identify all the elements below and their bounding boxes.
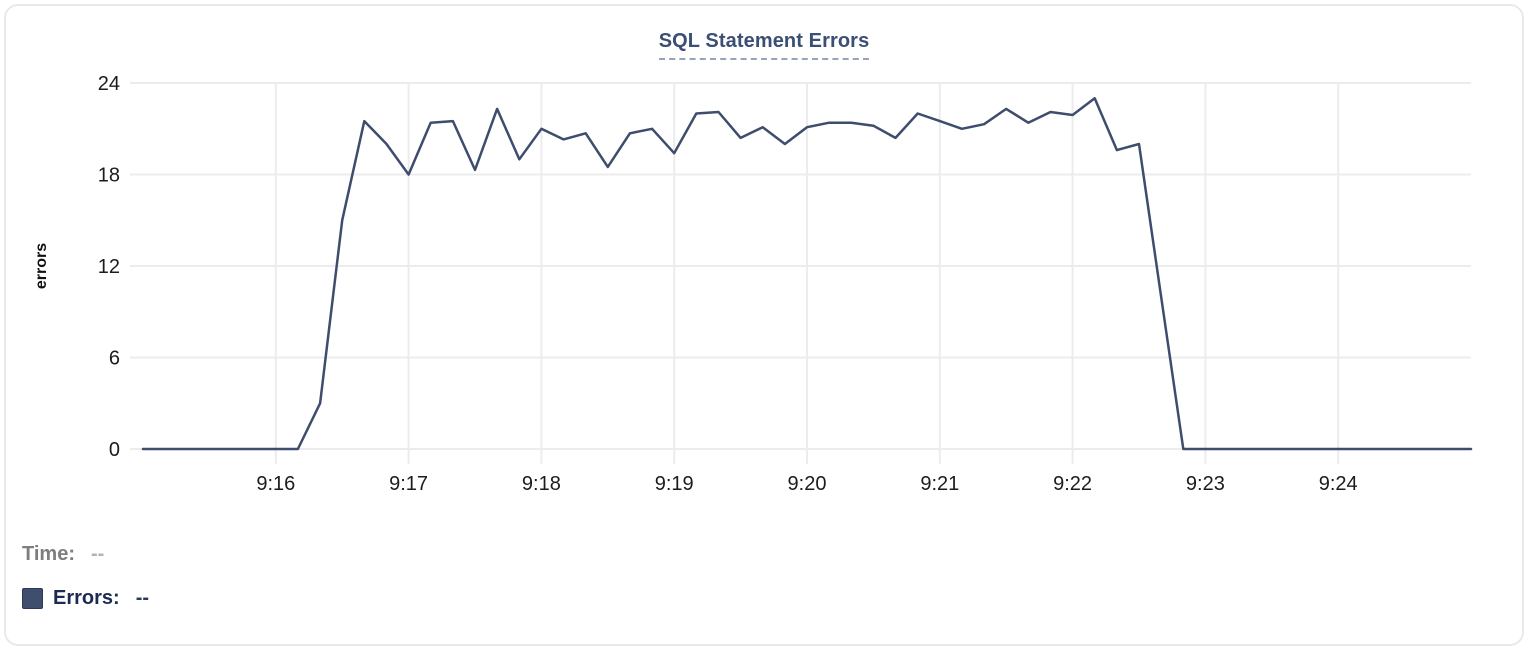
svg-text:9:23: 9:23 [1186, 473, 1225, 495]
sql-statement-errors-chart[interactable]: 0 6 12 18 24 9:16 9:17 9:18 9:19 9:20 9:21 9:22 9:23… [0, 0, 1528, 512]
legend-errors-row[interactable]: Errors: -- [22, 587, 149, 610]
legend-errors-value: -- [135, 587, 150, 609]
chart-title[interactable]: SQL Statement Errors [658, 30, 870, 60]
svg-text:9:17: 9:17 [389, 473, 428, 495]
chart-card [4, 4, 1524, 646]
svg-text:9:19: 9:19 [655, 473, 694, 495]
svg-text:0: 0 [109, 439, 120, 461]
svg-text:9:22: 9:22 [1053, 473, 1092, 495]
legend-time-row: Time: -- [22, 543, 104, 566]
legend-errors-label: Errors: [53, 587, 120, 609]
svg-text:12: 12 [98, 256, 120, 278]
chart-header: SQL Statement Errors [0, 30, 1528, 60]
svg-text:24: 24 [98, 73, 120, 95]
svg-text:9:24: 9:24 [1319, 473, 1358, 495]
svg-text:9:18: 9:18 [522, 473, 561, 495]
svg-text:6: 6 [109, 348, 120, 370]
svg-text:9:20: 9:20 [788, 473, 827, 495]
svg-text:9:21: 9:21 [920, 473, 959, 495]
svg-text:9:16: 9:16 [256, 473, 295, 495]
svg-text:errors: errors [33, 243, 50, 289]
legend-time-label: Time: [22, 543, 75, 565]
errors-series-swatch-icon [22, 588, 43, 609]
svg-text:18: 18 [98, 165, 120, 187]
legend-time-value: -- [90, 543, 105, 565]
